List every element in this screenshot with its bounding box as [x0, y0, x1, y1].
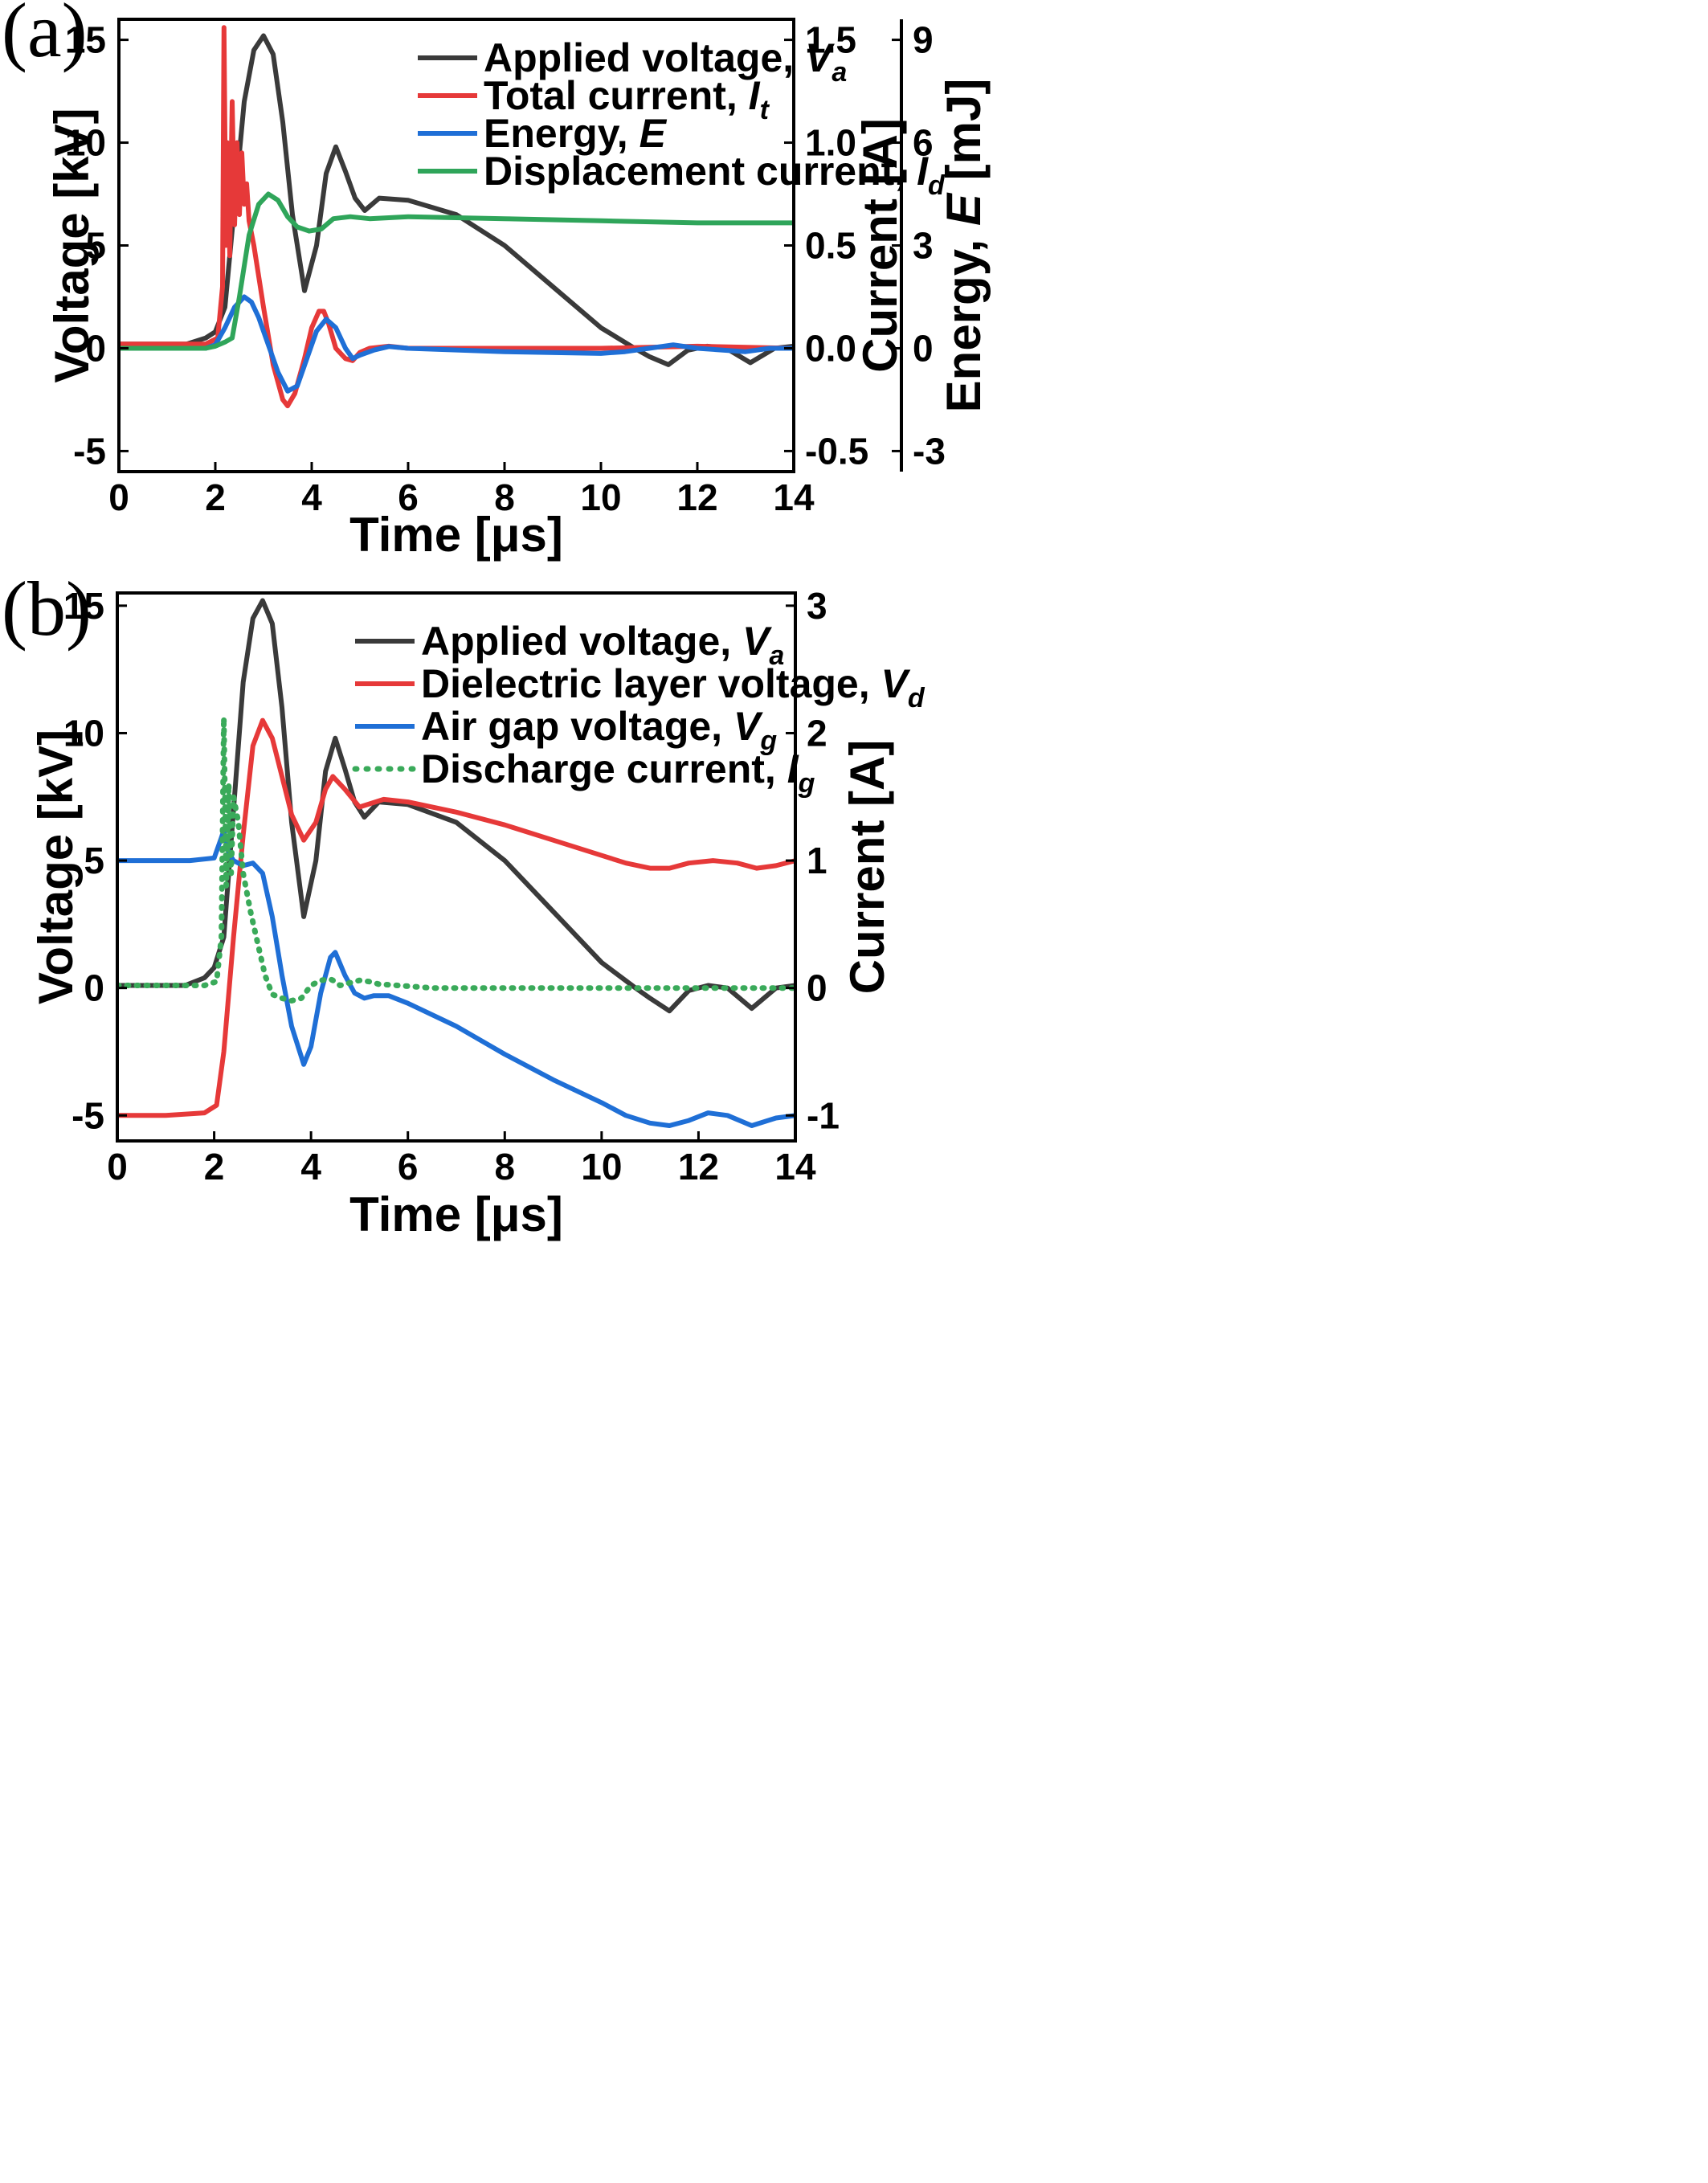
right-axis-title: Current [A]: [853, 118, 907, 373]
x-tick-label: 4: [300, 1146, 321, 1188]
right2-tick-label: -3: [913, 430, 946, 472]
x-tick-label: 0: [108, 476, 129, 518]
right-tick-label: 2: [807, 712, 827, 754]
left-tick-label: 10: [65, 122, 106, 164]
x-tick-label: 12: [676, 476, 717, 518]
left-tick-label: -5: [72, 1094, 104, 1136]
x-tick-label: 6: [398, 476, 419, 518]
x-axis-title: Time [μs]: [349, 508, 563, 562]
series-line-energy-e: [119, 294, 794, 394]
x-tick-label: 10: [580, 476, 621, 518]
right2-tick-label: 9: [913, 19, 934, 61]
right-tick-label: 1.0: [805, 122, 856, 164]
left-tick-label: 0: [84, 967, 104, 1009]
right-tick-label: 0.0: [805, 327, 856, 369]
x-tick-label: 4: [301, 476, 322, 518]
right-tick-label: -1: [807, 1094, 840, 1136]
legend-label-dielectric-layer-voltage-vd: Dielectric layer voltage, Vd: [421, 661, 926, 713]
left-tick-label: 5: [85, 225, 106, 267]
x-tick-label: 2: [205, 476, 226, 518]
left-tick-label: 15: [65, 19, 106, 61]
x-tick-label: 8: [494, 476, 515, 518]
left-tick-label: 0: [85, 327, 106, 369]
left-tick-label: 5: [84, 840, 104, 881]
right2-tick-label: 6: [913, 122, 934, 164]
legend-label-air-gap-voltage-vg: Air gap voltage, Vg: [421, 704, 777, 756]
right-tick-label: 0.5: [805, 225, 856, 267]
right-tick-label: 1: [807, 840, 827, 881]
legend-label-displacement-current-id: Displacement current, Id: [484, 149, 946, 201]
left-tick-label: 15: [63, 585, 104, 627]
legend-label-applied-voltage-va: Applied voltage, Va: [484, 35, 847, 88]
x-tick-label: 8: [494, 1146, 515, 1188]
x-tick-label: 2: [204, 1146, 225, 1188]
series-line-dielectric-layer-voltage-vd: [117, 717, 795, 1118]
x-axis-title: Time [μs]: [349, 1188, 563, 1241]
right2-tick-label: 3: [913, 225, 934, 267]
series-group: [119, 25, 794, 409]
legend-label-energy-e: Energy, E: [484, 111, 668, 156]
left-tick-label: 10: [63, 712, 104, 754]
series-group: [117, 598, 795, 1128]
panel-label: (a): [2, 0, 88, 73]
left-tick-label: -5: [73, 430, 106, 472]
panel-a: (a)0 2 4 6 8 10 12 14-5051015-0.50.00.51.01.5-3…: [2, 0, 991, 562]
series-line-discharge-current-ig: [117, 714, 795, 1004]
right-tick-label: -0.5: [805, 430, 868, 472]
x-tick-label: 14: [773, 476, 815, 518]
left-axis-title: Voltage [kV]: [29, 730, 83, 1004]
right2-axis-title: Energy, E [mJ]: [937, 79, 991, 413]
right-axis-title: Current [A]: [840, 740, 894, 995]
right-tick-label: 3: [807, 585, 827, 627]
x-tick-label: 0: [107, 1146, 128, 1188]
series-line-applied-voltage-va: [117, 598, 795, 1014]
x-tick-label: 6: [398, 1146, 419, 1188]
x-tick-label: 12: [678, 1146, 719, 1188]
right-tick-label: 1.5: [805, 19, 856, 61]
x-tick-label: 14: [774, 1146, 816, 1188]
series-line-total-current-it: [119, 25, 794, 409]
left-axis-title: Voltage [kV]: [45, 108, 99, 382]
right-tick-label: 0: [807, 967, 827, 1009]
plot-frame: [116, 591, 797, 1143]
legend-label-total-current-it: Total current, It: [484, 73, 770, 125]
panel-label: (b): [2, 566, 92, 652]
x-tick-label: 10: [581, 1146, 622, 1188]
legend-label-discharge-current-ig: Discharge current, Ig: [421, 746, 815, 799]
right2-tick-label: 0: [913, 327, 934, 369]
legend-label-applied-voltage-va: Applied voltage, Va: [421, 619, 784, 671]
series-line-displacement-current-id: [119, 191, 794, 351]
